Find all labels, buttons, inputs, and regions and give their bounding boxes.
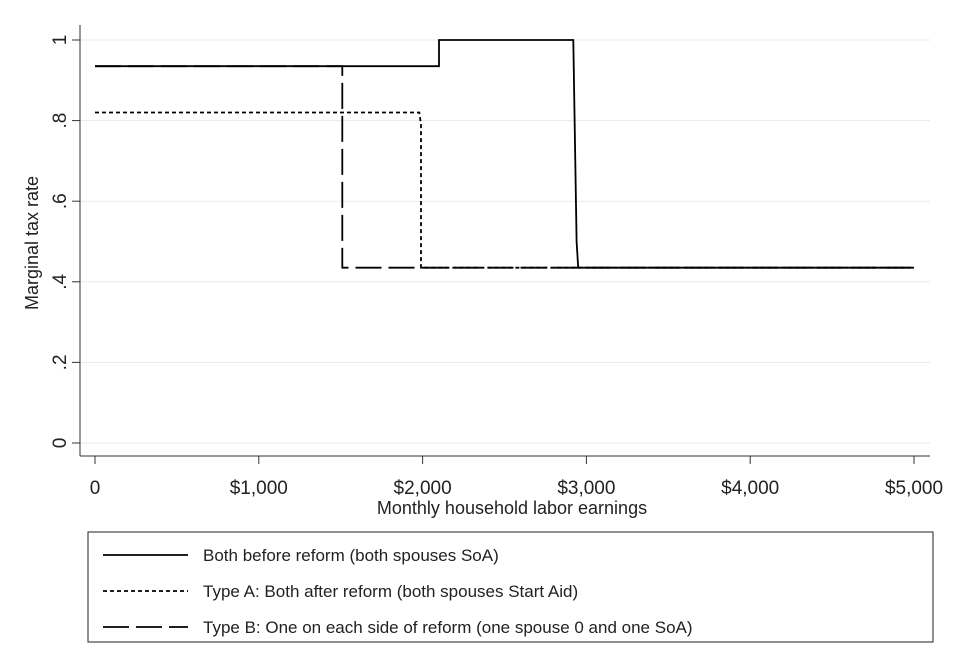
y-tick-label: .8 xyxy=(50,113,71,129)
y-tick-label: .6 xyxy=(50,193,71,209)
series-lines xyxy=(95,39,914,269)
legend-label: Type B: One on each side of reform (one … xyxy=(203,618,693,637)
x-tick-label: $5,000 xyxy=(885,478,943,499)
gridlines xyxy=(80,39,930,444)
y-axis-title: Marginal tax rate xyxy=(22,176,42,310)
series-line-1 xyxy=(95,39,914,269)
legend-box xyxy=(87,531,934,643)
y-tick-label: 0 xyxy=(50,438,71,449)
y-tick-label: 1 xyxy=(50,35,71,46)
legend-label: Type A: Both after reform (both spouses … xyxy=(203,582,578,601)
x-tick-label: $2,000 xyxy=(394,478,452,499)
legend-label: Both before reform (both spouses SoA) xyxy=(203,546,499,565)
x-tick-label: $3,000 xyxy=(557,478,615,499)
legend: Both before reform (both spouses SoA) Typ… xyxy=(87,531,934,643)
series-line-3 xyxy=(95,65,914,269)
y-tick-label: .2 xyxy=(50,354,71,370)
tick-labels: 0 .2 .4 .6 .8 1 0 $1,000 $2,000 $3,000 $4,000 $5,00… xyxy=(50,35,943,499)
x-axis-title: Monthly household labor earnings xyxy=(377,498,647,518)
axes xyxy=(79,25,930,457)
x-tick-label: $4,000 xyxy=(721,478,779,499)
y-tick-label: .4 xyxy=(50,273,71,289)
x-tick-label: 0 xyxy=(90,478,101,499)
x-tick-label: $1,000 xyxy=(230,478,288,499)
series-line-2 xyxy=(95,111,914,269)
